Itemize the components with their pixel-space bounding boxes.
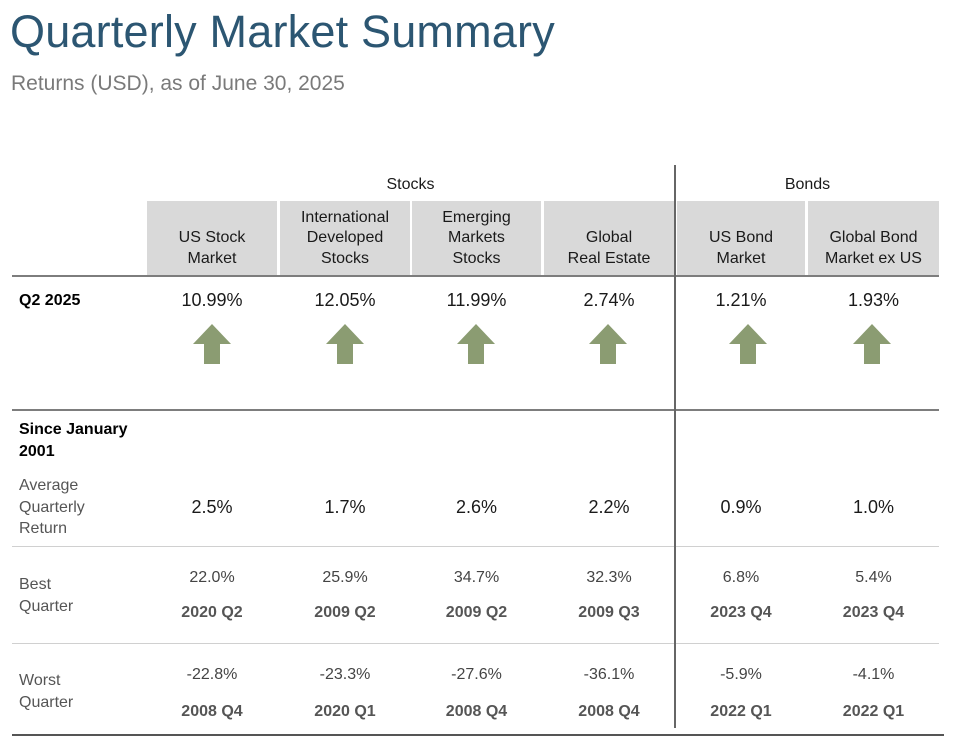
q2-value-emerging: 11.99% — [446, 290, 507, 310]
column-header-international-developed-stocks: International Developed Stocks — [280, 201, 410, 275]
best-value-us-bond: 6.8% — [722, 569, 760, 586]
column-header-us-stock-market: US Stock Market — [147, 201, 277, 275]
average-value-global-bond: 1.0% — [852, 497, 895, 517]
up-arrow-icon — [853, 324, 891, 364]
row-label-q2-2025: Q2 2025 — [19, 292, 81, 309]
average-value-emerging: 2.6% — [455, 497, 498, 517]
average-value-us-bond: 0.9% — [720, 497, 762, 517]
row-divider — [12, 546, 939, 547]
worst-value-global-bond: -4.1% — [852, 666, 895, 683]
worst-quarter-us-stock: 2008 Q4 — [181, 703, 243, 720]
column-header-global-real-estate: Global Real Estate — [544, 201, 674, 275]
average-value-real-estate: 2.2% — [588, 497, 630, 517]
worst-quarter-real-estate: 2008 Q4 — [578, 703, 640, 720]
q2-value-real-estate: 2.74% — [583, 290, 635, 310]
worst-quarter-global-bond: 2022 Q1 — [842, 703, 905, 720]
up-arrow-icon — [193, 324, 231, 364]
group-label-stocks: Stocks — [386, 176, 435, 193]
average-value-intl-developed: 1.7% — [324, 497, 366, 517]
worst-quarter-emerging: 2008 Q4 — [445, 703, 508, 720]
best-quarter-emerging: 2009 Q2 — [445, 604, 508, 621]
table-bottom-border — [12, 734, 944, 736]
worst-value-real-estate: -36.1% — [583, 666, 635, 683]
q2-value-us-stock: 10.99% — [181, 290, 243, 310]
up-arrow-icon — [326, 324, 364, 364]
page-subtitle: Returns (USD), as of June 30, 2025 — [11, 72, 345, 95]
row-label-worst-quarter: Worst Quarter — [19, 672, 74, 711]
best-quarter-global-bond: 2023 Q4 — [842, 604, 905, 621]
q2-value-global-bond: 1.93% — [847, 290, 900, 310]
q2-value-intl-developed: 12.05% — [314, 290, 376, 310]
best-value-emerging: 34.7% — [453, 569, 500, 586]
worst-value-us-stock: -22.8% — [186, 666, 238, 683]
column-header-emerging-markets-stocks: Emerging Markets Stocks — [412, 201, 541, 275]
row-label-average-quarterly-return: Average Quarterly Return — [19, 477, 85, 537]
worst-quarter-us-bond: 2022 Q1 — [710, 703, 772, 720]
page-title: Quarterly Market Summary — [10, 6, 555, 57]
row-divider — [12, 643, 939, 644]
section-label-since-2001: Since January 2001 — [19, 421, 128, 460]
worst-value-emerging: -27.6% — [451, 666, 502, 683]
section-divider — [12, 409, 939, 411]
best-quarter-us-bond: 2023 Q4 — [710, 604, 772, 621]
best-value-real-estate: 32.3% — [586, 569, 632, 586]
best-quarter-intl-developed: 2009 Q2 — [314, 604, 376, 621]
column-header-us-bond-market: US Bond Market — [677, 201, 805, 275]
best-value-us-stock: 22.0% — [189, 569, 235, 586]
worst-value-intl-developed: -23.3% — [319, 666, 371, 683]
average-value-us-stock: 2.5% — [191, 497, 233, 517]
header-divider — [12, 275, 939, 277]
stocks-bonds-divider — [674, 165, 676, 728]
row-label-best-quarter: Best Quarter — [19, 576, 74, 615]
best-quarter-real-estate: 2009 Q3 — [578, 604, 640, 621]
worst-value-us-bond: -5.9% — [720, 666, 762, 683]
group-label-bonds: Bonds — [784, 176, 831, 193]
best-value-intl-developed: 25.9% — [322, 569, 368, 586]
up-arrow-icon — [589, 324, 627, 364]
best-quarter-us-stock: 2020 Q2 — [181, 604, 243, 621]
q2-value-us-bond: 1.21% — [715, 290, 767, 310]
column-header-global-bond-market-ex-us: Global Bond Market ex US — [808, 201, 939, 275]
worst-quarter-intl-developed: 2020 Q1 — [314, 703, 376, 720]
best-value-global-bond: 5.4% — [855, 569, 892, 586]
up-arrow-icon — [457, 324, 495, 364]
up-arrow-icon — [729, 324, 767, 364]
